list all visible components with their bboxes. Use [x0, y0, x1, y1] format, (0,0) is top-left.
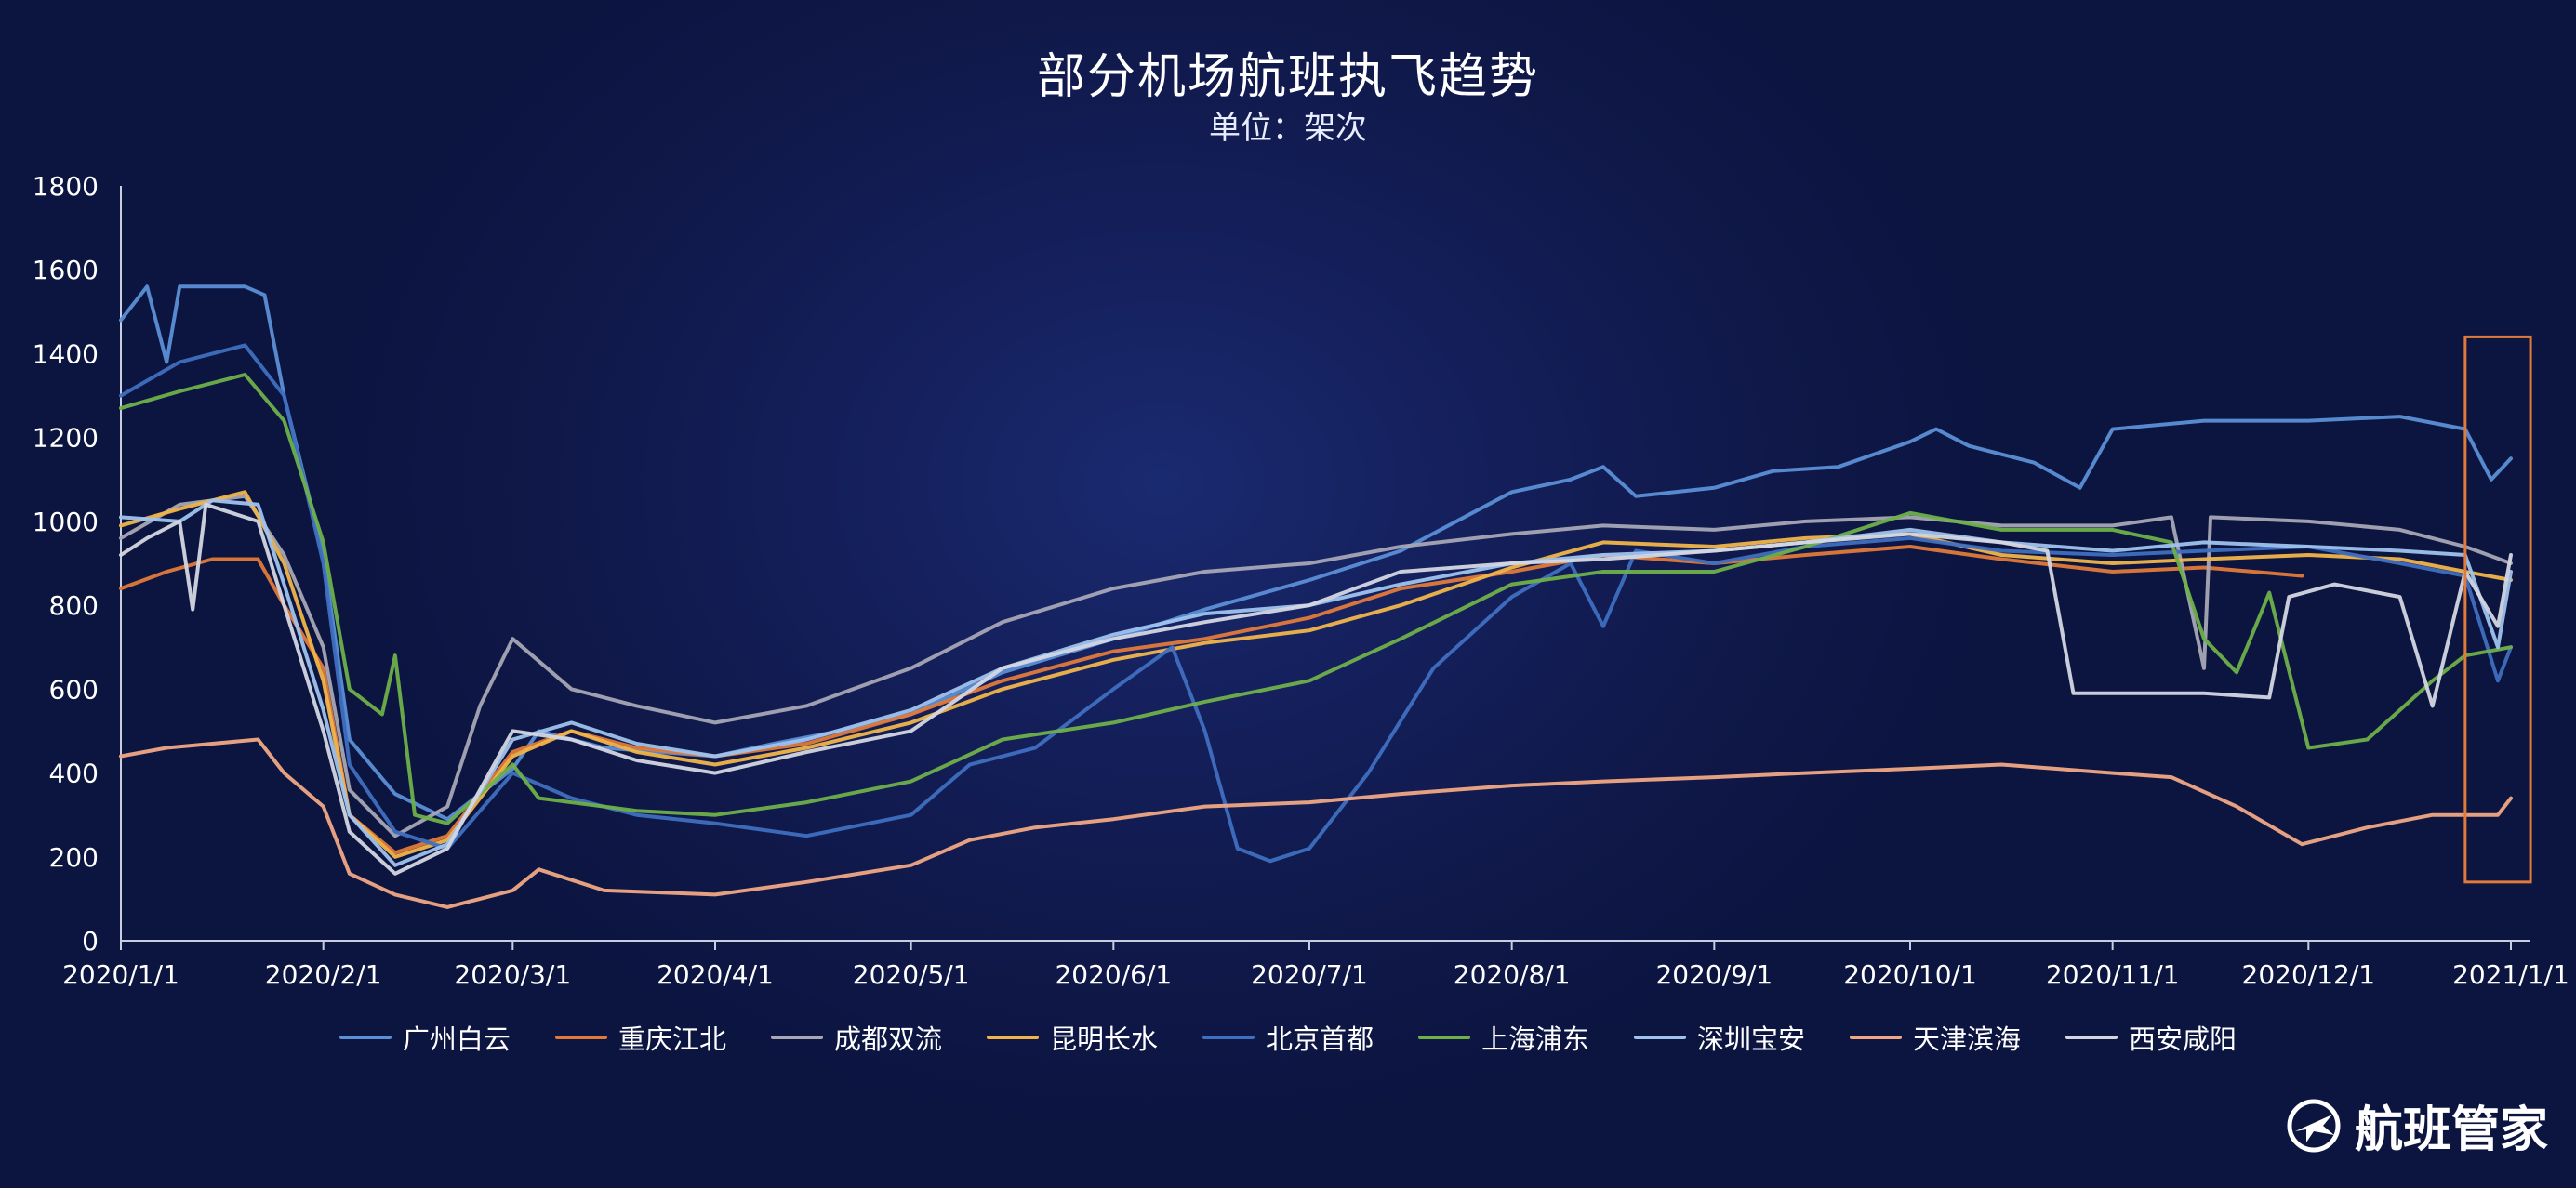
legend-swatch: [2065, 1036, 2118, 1039]
legend-item: 上海浦东: [1418, 1018, 1589, 1057]
legend-label: 深圳宝安: [1697, 1023, 1806, 1055]
series-line-5: [119, 373, 2513, 825]
legend-swatch: [339, 1036, 392, 1039]
legend-swatch: [986, 1036, 1039, 1039]
legend-item: 深圳宝安: [1634, 1018, 1805, 1057]
y-tick-label: 1200: [33, 423, 99, 454]
legend-item: 北京首都: [1202, 1018, 1374, 1057]
y-tick-label: 400: [49, 759, 99, 789]
x-tick-label: 2020/2/1: [265, 959, 382, 990]
legend-swatch: [1418, 1036, 1470, 1039]
y-tick-label: 0: [82, 926, 99, 957]
y-tick-label: 800: [49, 590, 99, 621]
legend-item: 天津滨海: [1850, 1018, 2021, 1057]
legend-label: 北京首都: [1265, 1023, 1374, 1055]
highlight-box: [2463, 335, 2532, 884]
axes: 0 200 400 600 800 1000 1200 1400 1600 1800 2020/1/…: [33, 171, 2569, 990]
x-tick-label: 2020/8/1: [1454, 959, 1571, 990]
x-tick-label: 2020/3/1: [454, 959, 571, 990]
series-line-6: [119, 498, 2513, 867]
highlight-layer: [2463, 335, 2532, 884]
legend-label: 昆明长水: [1049, 1023, 1158, 1055]
x-tick-label: 2020/7/1: [1251, 959, 1368, 990]
y-tick-label: 200: [49, 842, 99, 873]
x-tick-label: 2021/1/1: [2452, 959, 2569, 990]
y-tick-label: 600: [49, 674, 99, 705]
x-tick-label: 2020/12/1: [2242, 959, 2376, 990]
legend-label: 重庆江北: [617, 1023, 726, 1055]
x-tick-label: 2020/5/1: [853, 959, 970, 990]
series-line-7: [119, 737, 2513, 909]
x-tick-label: 2020/1/1: [62, 959, 179, 990]
series-layer: [119, 284, 2513, 909]
chart-title: 部分机场航班执飞趋势: [1036, 49, 1539, 105]
brand-name: 航班管家: [2354, 1102, 2548, 1158]
legend-item: 西安咸阳: [2065, 1018, 2237, 1057]
legend-item: 广州白云: [339, 1018, 511, 1057]
legend-label: 成都双流: [833, 1023, 942, 1055]
airplane-globe-icon: [2287, 1099, 2341, 1152]
x-tick-label: 2020/10/1: [1843, 959, 1977, 990]
x-tick-label: 2020/9/1: [1655, 959, 1773, 990]
legend-label: 广州白云: [402, 1023, 511, 1055]
y-tick-label: 1600: [33, 255, 99, 285]
legend-swatch: [1850, 1036, 1903, 1039]
legend: 广州白云 重庆江北 成都双流 昆明长水 北京首都 上海浦东 深圳宝安 天津滨海 西安咸阳: [0, 1018, 2576, 1057]
series-line-4: [119, 343, 2513, 864]
y-tick-label: 1800: [33, 171, 99, 202]
legend-swatch: [1202, 1036, 1255, 1039]
legend-item: 成都双流: [770, 1018, 942, 1057]
chart-subtitle: 单位：架次: [1209, 110, 1367, 147]
legend-swatch: [1634, 1036, 1687, 1039]
brand-logo: 航班管家: [2286, 1090, 2548, 1160]
y-tick-label: 1000: [33, 507, 99, 537]
legend-swatch: [554, 1036, 607, 1039]
legend-label: 天津滨海: [1913, 1023, 2022, 1055]
x-tick-label: 2020/6/1: [1055, 959, 1172, 990]
legend-swatch: [770, 1036, 823, 1039]
legend-label: 西安咸阳: [2129, 1023, 2237, 1055]
legend-label: 上海浦东: [1481, 1023, 1590, 1055]
legend-item: 重庆江北: [554, 1018, 726, 1057]
x-tick-label: 2020/11/1: [2046, 959, 2180, 990]
series-line-8: [119, 502, 2513, 876]
legend-item: 昆明长水: [986, 1018, 1158, 1057]
y-tick-label: 1400: [33, 338, 99, 369]
x-tick-label: 2020/4/1: [657, 959, 774, 990]
